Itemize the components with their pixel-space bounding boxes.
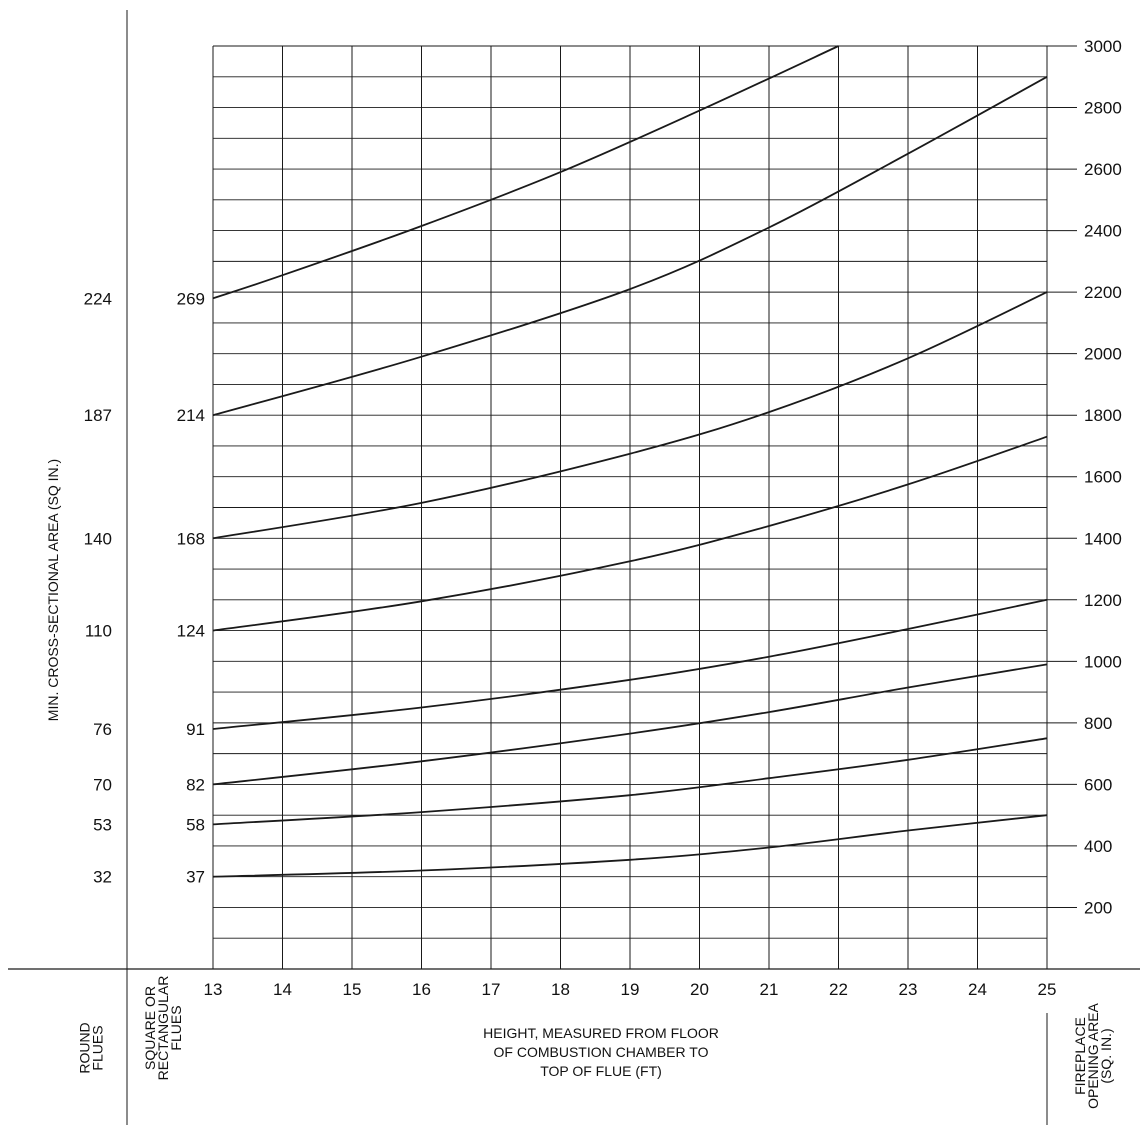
square-flue-label: 269 xyxy=(177,289,205,308)
chart-frame xyxy=(8,10,1140,1125)
x-axis-tick-label: 18 xyxy=(551,980,570,999)
x-axis-tick-label: 21 xyxy=(760,980,779,999)
series-line-37 xyxy=(212,814,1048,878)
square-flue-label: 168 xyxy=(177,529,205,548)
series-line-168 xyxy=(212,291,1048,540)
series-line-269 xyxy=(212,45,839,300)
square-flue-label: 214 xyxy=(177,406,205,425)
fireplace-opening-area-label: OPENING AREA xyxy=(1085,1002,1101,1108)
square-flues-label: RECTANGULAR xyxy=(155,976,171,1081)
x-axis-tick-label: 22 xyxy=(829,980,848,999)
round-flues-label: ROUND xyxy=(77,1022,93,1073)
x-axis-tick-label: 13 xyxy=(204,980,223,999)
x-axis-tick-label: 19 xyxy=(621,980,640,999)
x-axis-tick-label: 16 xyxy=(412,980,431,999)
square-flue-label: 82 xyxy=(186,775,205,794)
series-line-91 xyxy=(212,598,1048,730)
series-line-82 xyxy=(212,663,1048,786)
series-lines xyxy=(212,45,1048,878)
round-flue-label: 110 xyxy=(85,622,112,641)
right-axis-tick-label: 1800 xyxy=(1084,406,1122,425)
grid xyxy=(212,45,1077,969)
left-axis-title: MIN. CROSS-SECTIONAL AREA (SQ IN.) xyxy=(45,459,61,721)
right-axis-tick-label: 200 xyxy=(1084,898,1112,917)
series-line-58 xyxy=(212,737,1048,826)
right-axis-tick-label: 800 xyxy=(1084,714,1112,733)
round-flues-label: FLUES xyxy=(90,1025,106,1070)
round-flue-label: 140 xyxy=(84,529,112,548)
right-axis-tick-label: 1000 xyxy=(1084,652,1122,671)
fireplace-opening-area-label: FIREPLACE xyxy=(1072,1017,1088,1095)
right-axis-tick-label: 2800 xyxy=(1084,99,1122,118)
fireplace-opening-area-label: (SQ. IN.) xyxy=(1098,1028,1114,1083)
round-flue-label: 70 xyxy=(93,775,112,794)
square-flues-label: FLUES xyxy=(168,1005,184,1050)
round-flue-label: 53 xyxy=(93,815,112,834)
x-axis-title-line: TOP OF FLUE (FT) xyxy=(540,1063,662,1079)
square-flue-label: 91 xyxy=(186,720,205,739)
x-axis-tick-label: 17 xyxy=(482,980,501,999)
right-axis-tick-label: 1400 xyxy=(1084,529,1122,548)
right-axis-tick-label: 2200 xyxy=(1084,283,1122,302)
axis-titles: HEIGHT, MEASURED FROM FLOOR OF COMBUSTION… xyxy=(45,459,1114,1109)
x-axis-title-line: HEIGHT, MEASURED FROM FLOOR xyxy=(483,1025,719,1041)
x-axis-tick-label: 25 xyxy=(1038,980,1057,999)
series-line-214 xyxy=(212,76,1048,417)
x-axis-tick-label: 20 xyxy=(690,980,709,999)
round-flue-label: 224 xyxy=(84,289,112,308)
right-axis-tick-label: 600 xyxy=(1084,775,1112,794)
right-axis-tick-label: 2000 xyxy=(1084,345,1122,364)
x-axis-tick-label: 14 xyxy=(273,980,292,999)
round-flue-label: 187 xyxy=(84,406,112,425)
round-flue-label: 76 xyxy=(93,720,112,739)
right-axis-tick-label: 3000 xyxy=(1084,37,1122,56)
x-axis-tick-label: 23 xyxy=(899,980,918,999)
right-axis-tick-label: 1600 xyxy=(1084,468,1122,487)
right-axis-tick-label: 2400 xyxy=(1084,222,1122,241)
right-axis-tick-label: 2600 xyxy=(1084,160,1122,179)
right-axis-tick-label: 1200 xyxy=(1084,591,1122,610)
square-flue-label: 124 xyxy=(177,622,205,641)
square-flue-label: 37 xyxy=(186,868,205,887)
right-axis-tick-label: 400 xyxy=(1084,837,1112,856)
series-line-124 xyxy=(212,435,1048,632)
square-flues-label: SQUARE OR xyxy=(142,986,158,1070)
square-flue-label: 58 xyxy=(186,815,205,834)
x-axis-tick-label: 15 xyxy=(343,980,362,999)
round-flue-label: 32 xyxy=(93,868,112,887)
x-axis-title-line: OF COMBUSTION CHAMBER TO xyxy=(494,1044,709,1060)
tick-labels: 3732585382709176124110168140214187269224… xyxy=(84,37,1122,999)
x-axis-tick-label: 24 xyxy=(968,980,987,999)
